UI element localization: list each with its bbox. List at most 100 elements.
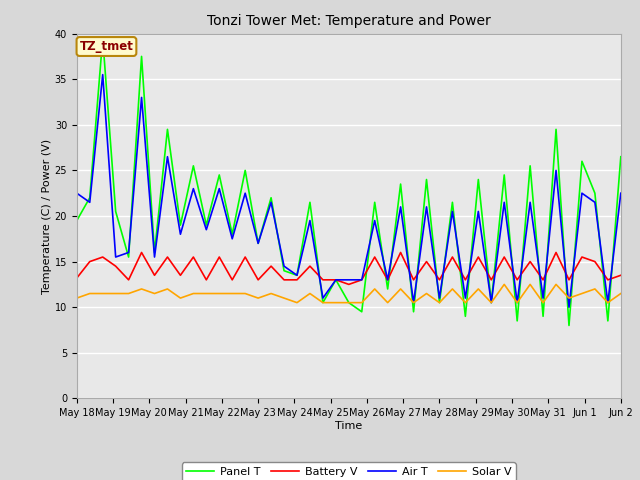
Panel T xyxy=(384,286,392,292)
Panel T xyxy=(164,126,172,132)
Battery V xyxy=(410,277,417,283)
Panel T xyxy=(436,300,444,305)
Battery V xyxy=(513,277,521,283)
Panel T xyxy=(216,172,223,178)
Solar V xyxy=(540,300,547,305)
Air T xyxy=(268,199,275,205)
Legend: Panel T, Battery V, Air T, Solar V: Panel T, Battery V, Air T, Solar V xyxy=(182,462,516,480)
Air T xyxy=(164,154,172,159)
Solar V xyxy=(268,290,275,296)
Battery V xyxy=(422,259,430,264)
Solar V xyxy=(293,300,301,305)
Line: Air T: Air T xyxy=(77,74,621,307)
Solar V xyxy=(461,300,469,305)
Solar V xyxy=(384,300,392,305)
Battery V xyxy=(345,281,353,287)
Battery V xyxy=(228,277,236,283)
Air T xyxy=(99,72,106,77)
Battery V xyxy=(461,277,469,283)
Air T xyxy=(112,254,120,260)
Battery V xyxy=(500,254,508,260)
Solar V xyxy=(488,300,495,305)
Battery V xyxy=(202,277,210,283)
Battery V xyxy=(189,254,197,260)
Solar V xyxy=(216,290,223,296)
Air T xyxy=(293,272,301,278)
Panel T xyxy=(591,190,599,196)
Battery V xyxy=(488,277,495,283)
Solar V xyxy=(138,286,145,292)
Panel T xyxy=(177,222,184,228)
Panel T xyxy=(112,208,120,214)
Solar V xyxy=(591,286,599,292)
Battery V xyxy=(604,277,612,283)
Solar V xyxy=(306,290,314,296)
Panel T xyxy=(241,168,249,173)
Air T xyxy=(474,208,482,214)
Panel T xyxy=(254,240,262,246)
Battery V xyxy=(332,277,340,283)
Air T xyxy=(228,236,236,241)
Solar V xyxy=(436,300,444,305)
Text: TZ_tmet: TZ_tmet xyxy=(79,40,133,53)
Solar V xyxy=(617,290,625,296)
Solar V xyxy=(358,300,365,305)
Air T xyxy=(617,190,625,196)
Solar V xyxy=(500,281,508,287)
Y-axis label: Temperature (C) / Power (V): Temperature (C) / Power (V) xyxy=(42,138,52,294)
Solar V xyxy=(526,281,534,287)
Panel T xyxy=(474,177,482,182)
Air T xyxy=(332,277,340,283)
Solar V xyxy=(474,286,482,292)
Panel T xyxy=(604,318,612,324)
Title: Tonzi Tower Met: Temperature and Power: Tonzi Tower Met: Temperature and Power xyxy=(207,14,491,28)
Air T xyxy=(345,277,353,283)
Air T xyxy=(371,217,378,223)
Air T xyxy=(280,263,288,269)
Panel T xyxy=(513,318,521,324)
Air T xyxy=(604,300,612,305)
Panel T xyxy=(99,35,106,41)
Air T xyxy=(397,204,404,210)
Panel T xyxy=(202,222,210,228)
Panel T xyxy=(488,300,495,305)
Battery V xyxy=(358,277,365,283)
Air T xyxy=(306,217,314,223)
Battery V xyxy=(617,272,625,278)
Battery V xyxy=(150,272,158,278)
Solar V xyxy=(552,281,560,287)
Air T xyxy=(150,254,158,260)
Battery V xyxy=(73,275,81,281)
Solar V xyxy=(345,300,353,305)
Solar V xyxy=(112,290,120,296)
Solar V xyxy=(422,290,430,296)
Panel T xyxy=(345,300,353,305)
Air T xyxy=(138,95,145,100)
Air T xyxy=(241,190,249,196)
Panel T xyxy=(228,231,236,237)
Battery V xyxy=(268,263,275,269)
Battery V xyxy=(384,277,392,283)
Battery V xyxy=(293,277,301,283)
Solar V xyxy=(125,290,132,296)
Panel T xyxy=(565,323,573,328)
Battery V xyxy=(138,250,145,255)
Battery V xyxy=(397,250,404,255)
Solar V xyxy=(513,300,521,305)
Solar V xyxy=(604,300,612,305)
Air T xyxy=(461,295,469,301)
Air T xyxy=(358,277,365,283)
Panel T xyxy=(306,199,314,205)
Battery V xyxy=(241,254,249,260)
Solar V xyxy=(578,290,586,296)
Solar V xyxy=(449,286,456,292)
Panel T xyxy=(552,126,560,132)
Battery V xyxy=(552,250,560,255)
Air T xyxy=(73,190,81,196)
Panel T xyxy=(578,158,586,164)
Panel T xyxy=(280,268,288,274)
Air T xyxy=(125,250,132,255)
Battery V xyxy=(436,277,444,283)
Solar V xyxy=(280,295,288,301)
Panel T xyxy=(268,195,275,201)
